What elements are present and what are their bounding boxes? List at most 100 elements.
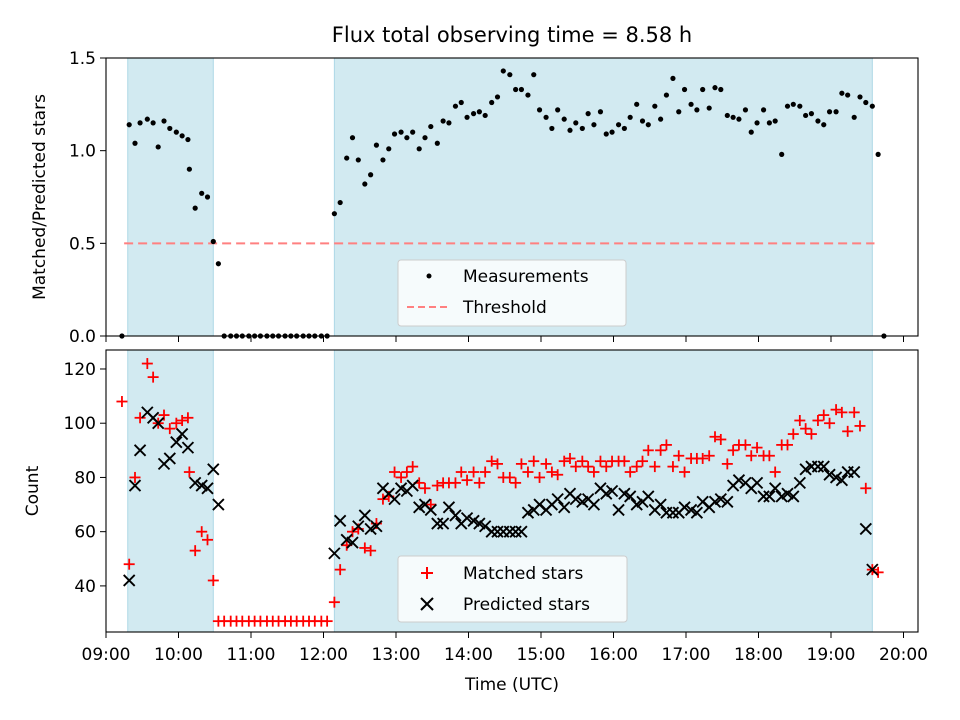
matched-star-marker [473, 477, 485, 489]
predicted-star-marker [152, 417, 165, 430]
measurement-point [603, 131, 609, 137]
matched-star-marker [860, 482, 872, 494]
x-axis-ticks-top [105, 336, 904, 342]
measurement-point [815, 118, 821, 124]
predicted-star-marker [460, 511, 474, 525]
predicted-star-marker [642, 490, 655, 503]
predicted-star-marker [612, 503, 625, 517]
measurement-point [470, 111, 477, 117]
matched-star-marker [830, 404, 842, 416]
predicted-marker-b [431, 517, 444, 530]
legend-top: Measurements Threshold [397, 259, 627, 327]
measurement-point [126, 122, 132, 128]
predicted-star-marker [449, 509, 462, 522]
predicted-marker-b [382, 487, 395, 500]
measurement-point [821, 122, 827, 128]
predicted-star-marker [654, 498, 667, 511]
matched-star-marker [425, 499, 437, 511]
predicted-marker-b [551, 492, 564, 506]
predicted-marker-b [678, 501, 691, 514]
predicted-star-marker [848, 465, 861, 479]
matched-star-marker [207, 574, 219, 586]
matched-star-marker [334, 564, 346, 576]
legend-matched-marker [421, 567, 433, 579]
matched-star-marker [468, 466, 480, 478]
predicted-marker-b [152, 417, 165, 430]
predicted-star-marker [491, 525, 504, 538]
predicted-star-marker [769, 482, 782, 495]
x-tick-label: 18:00 [734, 645, 783, 665]
measurement-point [688, 101, 694, 107]
measurement-point [748, 129, 754, 135]
predicted-star-marker [128, 479, 142, 492]
predicted-star-marker [212, 498, 225, 511]
predicted-star-marker [509, 525, 522, 538]
predicted-marker-b [424, 503, 437, 517]
matched-star-marker [321, 615, 333, 627]
predicted-marker-b [449, 509, 462, 522]
predicted-marker-b [763, 490, 776, 503]
matched-star-marker [395, 471, 407, 483]
predicted-marker-b [370, 520, 383, 533]
legend-bottom: Matched stars Predicted stars [397, 555, 628, 623]
matched-star-marker [522, 466, 534, 478]
matched-star-marker [594, 455, 606, 467]
chart-title: Flux total observing time = 8.58 h [332, 23, 692, 47]
predicted-marker-b [346, 536, 359, 549]
matched-star-marker [492, 458, 503, 470]
matched-star-marker [582, 461, 594, 473]
plot-frame-bottom [105, 349, 919, 633]
measurement-point [573, 120, 579, 126]
matched-star-marker [377, 493, 389, 505]
predicted-star-marker [859, 522, 872, 536]
matched-star-marker [534, 471, 546, 483]
measurement-point [790, 101, 796, 107]
legend-predicted-label: Predicted stars [463, 595, 590, 615]
predicted-star-marker [431, 517, 444, 530]
matched-star-marker [637, 455, 648, 467]
measurement-point [464, 114, 470, 120]
measurement-point [808, 111, 815, 117]
measurement-point [192, 205, 198, 211]
predicted-marker-b [181, 441, 195, 454]
measurement-point [857, 94, 863, 100]
matched-star-marker [673, 450, 685, 462]
predicted-marker-b [605, 484, 619, 498]
predicted-marker-b [654, 498, 667, 511]
predicted-marker-b [533, 498, 546, 511]
measurement-point [700, 86, 706, 93]
predicted-marker-b [212, 498, 225, 511]
measurement-point [173, 129, 179, 135]
predicted-marker-b [352, 520, 365, 533]
predicted-marker-b [133, 444, 147, 457]
predicted-star-marker [201, 482, 214, 495]
y-axis-ticks-bottom: 40 60 80 100 120 [64, 360, 106, 597]
predicted-marker-b [587, 498, 601, 511]
matched-star-marker [618, 455, 630, 467]
measurement-point [639, 118, 646, 124]
measurement-point [670, 75, 676, 81]
matched-star-marker [134, 412, 146, 424]
predicted-marker-b [491, 525, 504, 538]
measurement-point [555, 107, 561, 113]
predicted-marker-b [690, 506, 704, 519]
predicted-marker-b [485, 525, 498, 538]
measurement-point [204, 194, 211, 200]
matched-star-marker [667, 461, 679, 473]
predicted-marker-b [376, 482, 390, 495]
measurement-point [337, 199, 343, 206]
measurement-point [458, 99, 464, 106]
matched-star-marker [528, 455, 540, 467]
y-tick-label: 60 [74, 523, 96, 543]
measurement-point [851, 114, 857, 120]
measurement-point [344, 155, 350, 161]
matched-star-marker [129, 471, 141, 483]
matched-star-marker [709, 431, 721, 443]
matched-star-marker [141, 358, 153, 370]
matched-star-marker [836, 406, 848, 418]
predicted-marker-b [509, 525, 522, 538]
matched-star-marker [805, 428, 817, 440]
counts-panel: 40 60 80 100 120 09:00 10:00 11:00 12:00 13:00 14… [23, 349, 928, 695]
measurement-point [736, 116, 742, 122]
